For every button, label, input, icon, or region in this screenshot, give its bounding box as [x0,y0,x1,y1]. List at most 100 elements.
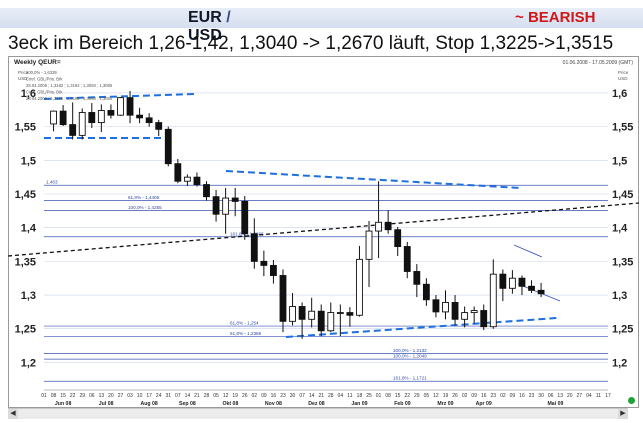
ytick-right-label: 1,55 [612,122,633,134]
candle-body [231,197,239,202]
trend-label: ~ BEARISH [515,9,595,26]
xtick-label: 02 [252,393,258,399]
xtick-label: 22 [70,393,76,399]
ytick-left-label: 1,3 [21,290,36,302]
scroll-left-button[interactable]: ◀ [8,409,18,419]
xtick-label: 02 [500,393,506,399]
ytick-left-label: 1,5 [21,155,36,167]
candlestick-chart[interactable]: 1,463 61,8% - 1,4405 100,0% - 1,4255 161,8%… [7,56,640,408]
candle-body [508,277,516,289]
legend-unit-left: USD [18,76,28,81]
xtick-label: 27 [577,393,583,399]
chart-title: Weekly QEUR= [14,59,61,66]
xtick-label: 07 [175,393,181,399]
xtick-label: 12 [223,393,229,399]
chart-date-range: 01.06.2008 - 17.05.2009 (GMT) [563,60,634,66]
candle-body [384,221,392,231]
trendline-long-term [7,202,640,257]
chart-scrollbar[interactable]: ◀ ▶ [8,408,628,419]
ytick-left-label: 1,4 [21,223,37,235]
xtick-label: 17 [146,393,152,399]
legend-unit-right: USD [618,76,628,81]
chart-subtitle: 3eck im Bereich 1,26-1,42, 1,3040 -> 1,2… [8,33,614,54]
xtick-label: 11 [347,393,352,399]
trendline-support [285,317,558,338]
reference-level-label: 100,0% - 1,4255 [128,205,162,210]
candle-body [136,114,144,119]
annotation-text: 28.04.2008 ; 1,3182 ; 1,3192 ; 1,3093 ; … [26,96,113,101]
xtick-label: 16 [519,393,525,399]
xtick-label: 29 [79,393,85,399]
trendline-resistance [225,170,521,189]
plot-frame [8,56,639,408]
reference-level-label: 100,0% - 1,2132 [393,348,427,353]
candle-body [241,200,249,235]
xtick-label: 08 [51,393,57,399]
annotation-text: Cntrl. GBL/Pris. Brk [26,90,63,95]
xtick-label: 26 [452,393,458,399]
annotation-text: 100,0% - 1,6339 [26,70,57,75]
reference-level-label: 61,8% - 1,254 [230,321,259,326]
xtick-label: 18 [357,393,363,399]
chart-area[interactable]: 1,463 61,8% - 1,4405 100,0% - 1,4255 161,8%… [7,56,640,416]
candle-body [365,230,373,260]
xtick-label: 24 [156,393,162,399]
candle-body [78,112,86,136]
reference-level-label: 61,8% - 1,4405 [128,195,160,200]
trend-value: BEARISH [527,9,596,26]
xtick-label: 01 [376,393,382,399]
candle-body [336,312,344,315]
candle-body [164,128,172,165]
month-label: Jun 08 [55,401,72,407]
month-label: Jan 09 [351,401,367,407]
month-label: Dez 08 [308,401,325,407]
candle-body [480,310,488,328]
ytick-right-label: 1,3 [612,290,627,302]
xtick-label: 13 [99,393,105,399]
xtick-label: 15 [395,393,401,399]
reference-level-label: 100,0% - 1,2049 [393,354,427,359]
month-label: Jul 08 [99,401,114,407]
xtick-label: 01 [41,393,47,399]
xtick-label: 13 [557,393,563,399]
candle-body [317,310,325,332]
trendline-top-left [43,93,195,100]
ytick-left-label: 1,25 [15,324,36,336]
month-label: Aug 08 [141,401,158,407]
month-label: Mai 09 [547,401,563,407]
candle-body [222,197,230,215]
candle-body [451,302,459,320]
xtick-label: 21 [194,393,200,399]
candle-body [499,273,507,289]
legend-label-right: Price [618,70,629,75]
header-bar: EUR / USD ~ BEARISH [0,0,643,44]
scroll-right-button[interactable]: ▶ [618,409,628,419]
candle-body [59,110,67,126]
xtick-label: 21 [318,393,324,399]
candle-body [174,163,182,182]
xtick-label: 05 [213,393,219,399]
month-label: Nov 08 [265,401,282,407]
ytick-right-label: 1,2 [612,357,627,369]
xtick-label: 14 [309,393,315,399]
ytick-left-label: 1,35 [15,256,36,268]
ytick-left-label: 1,2 [21,357,36,369]
candle-body [69,124,77,136]
xtick-label: 09 [261,393,267,399]
xtick-label: 25 [366,393,372,399]
xtick-label: 28 [328,393,334,399]
pair-quote: USD [188,27,222,44]
xtick-label: 02 [462,393,468,399]
ytick-right-label: 1,25 [612,324,633,336]
xtick-label: 04 [338,393,344,399]
xtick-label: 29 [414,393,420,399]
candle-body [260,260,268,266]
xtick-label: 20 [108,393,114,399]
candle-body [394,229,402,247]
month-label: Apr 09 [476,401,492,407]
candle-body [117,97,124,116]
candle-body [403,246,411,272]
candle-body [489,273,497,328]
xtick-label: 23 [491,393,497,399]
candle-body [270,264,277,276]
